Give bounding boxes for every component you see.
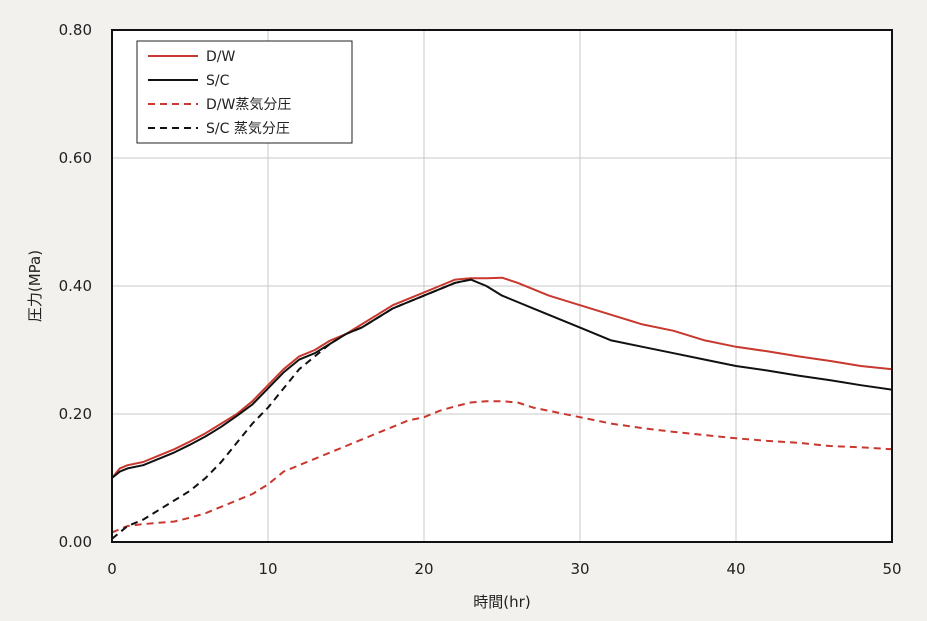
- legend-box: [136, 40, 353, 144]
- x-tick-label: 10: [258, 560, 277, 578]
- x-tick-label: 0: [107, 560, 117, 578]
- x-axis-label: 時間(hr): [473, 593, 530, 611]
- series-line-2: [111, 278, 893, 479]
- series-line-3: [111, 400, 893, 534]
- x-axis-ticks: 0 10 20 30 40 50: [107, 560, 901, 578]
- x-tick-label: 50: [882, 560, 901, 578]
- y-tick-label: 0.40: [59, 277, 92, 295]
- y-tick-label: 0.20: [59, 405, 92, 423]
- legend-label-2: S/C: [206, 73, 230, 89]
- y-tick-label: 0.80: [59, 21, 92, 39]
- plot-frame: [111, 29, 893, 543]
- legend-label-4: S/C 蒸気分圧: [206, 121, 290, 137]
- series-line-1: [111, 276, 893, 479]
- y-tick-label: 0.00: [59, 533, 92, 551]
- x-tick-label: 30: [570, 560, 589, 578]
- legend-label-1: D/W: [206, 49, 235, 65]
- y-axis-ticks: 0.00 0.20 0.40 0.60 0.80: [59, 21, 92, 551]
- x-tick-label: 40: [726, 560, 745, 578]
- y-axis-label: 圧力(MPa): [26, 250, 44, 322]
- x-tick-label: 20: [414, 560, 433, 578]
- legend-label-3: D/W蒸気分圧: [206, 97, 291, 113]
- series-layer: [111, 276, 893, 540]
- legend: D/W S/C D/W蒸気分圧 S/C 蒸気分圧: [136, 40, 353, 144]
- y-tick-label: 0.60: [59, 149, 92, 167]
